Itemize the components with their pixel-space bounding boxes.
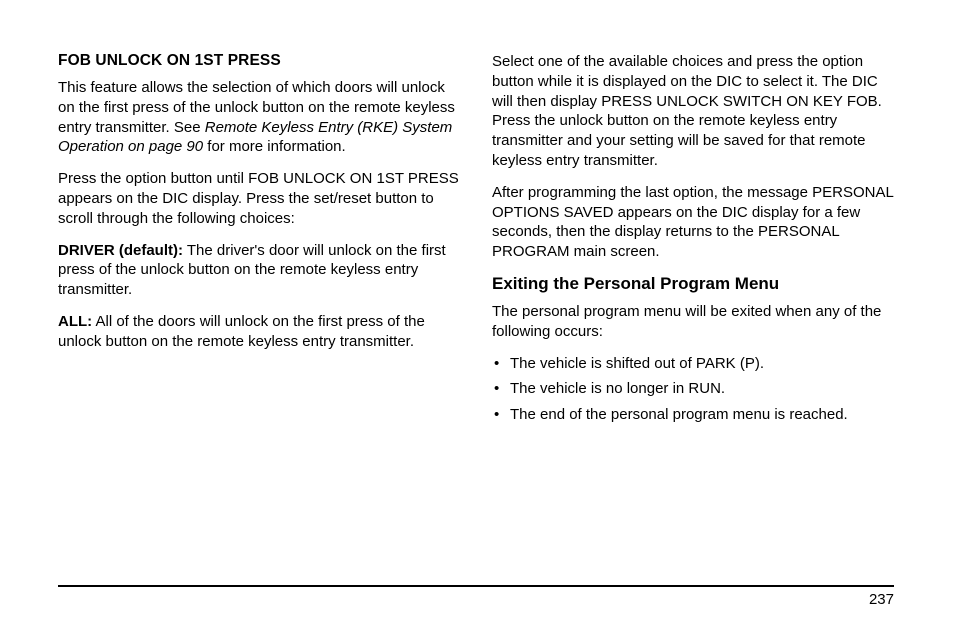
list-item: The end of the personal program menu is … <box>510 405 894 425</box>
option-driver: DRIVER (default): The driver's door will… <box>58 241 460 300</box>
option-text: All of the doors will unlock on the firs… <box>58 313 425 350</box>
option-all: ALL: All of the doors will unlock on the… <box>58 312 460 352</box>
list-item: The vehicle is no longer in RUN. <box>510 379 894 399</box>
section-heading-exiting: Exiting the Personal Program Menu <box>492 274 894 294</box>
paragraph: This feature allows the selection of whi… <box>58 78 460 157</box>
page-content: FOB UNLOCK ON 1ST PRESS This feature all… <box>0 0 954 431</box>
right-column: Select one of the available choices and … <box>492 52 894 431</box>
page-number: 237 <box>869 591 894 608</box>
paragraph: Select one of the available choices and … <box>492 52 894 171</box>
option-label: ALL: <box>58 313 92 330</box>
text: for more information. <box>203 138 346 155</box>
list-item: The vehicle is shifted out of PARK (P). <box>510 354 894 374</box>
paragraph: The personal program menu will be exited… <box>492 302 894 342</box>
left-column: FOB UNLOCK ON 1ST PRESS This feature all… <box>58 52 460 431</box>
bullet-list: The vehicle is shifted out of PARK (P). … <box>492 354 894 425</box>
section-heading-fob-unlock: FOB UNLOCK ON 1ST PRESS <box>58 52 460 70</box>
page-footer: 237 <box>58 585 894 608</box>
option-label: DRIVER (default): <box>58 242 183 259</box>
paragraph: After programming the last option, the m… <box>492 183 894 262</box>
paragraph: Press the option button until FOB UNLOCK… <box>58 169 460 228</box>
